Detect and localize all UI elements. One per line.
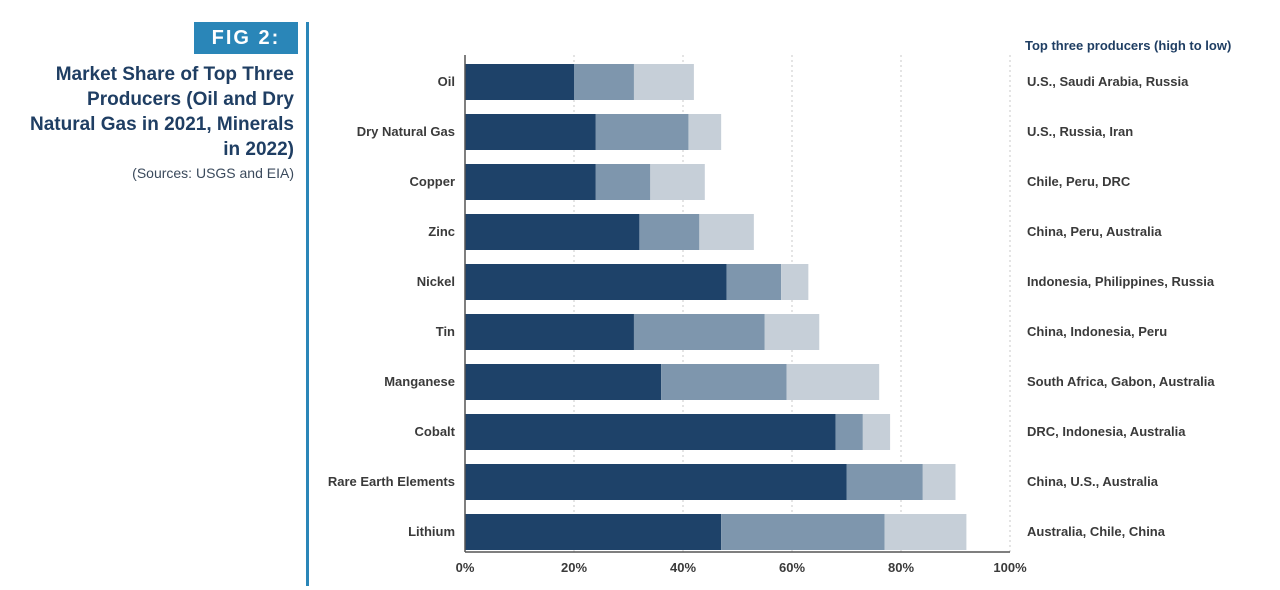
bar-0-segment-2 [574,64,634,100]
producers-label: China, U.S., Australia [1027,474,1159,489]
category-label: Copper [410,174,456,189]
category-label: Nickel [417,274,455,289]
bar-7-segment-3 [862,414,891,450]
category-label: Zinc [428,224,455,239]
bar-2-segment-2 [595,164,651,200]
bar-2-segment-3 [650,164,705,200]
category-label: Lithium [408,524,455,539]
x-tick-label: 20% [561,560,587,575]
producers-label: China, Indonesia, Peru [1027,324,1167,339]
producers-label: South Africa, Gabon, Australia [1027,374,1215,389]
producers-header: Top three producers (high to low) [1025,38,1231,53]
category-label: Tin [436,324,455,339]
bar-5-segment-2 [633,314,765,350]
title-block: Market Share of Top Three Producers (Oil… [20,62,294,182]
bar-5-segment-3 [764,314,820,350]
bar-4-segment-3 [781,264,809,300]
category-label: Manganese [384,374,455,389]
chart-title: Market Share of Top Three Producers (Oil… [29,64,294,160]
bar-7-segment-2 [835,414,863,450]
bar-3-segment-3 [699,214,754,250]
bar-5-segment-1 [465,314,634,350]
bar-3-segment-1 [465,214,640,250]
producers-label: Chile, Peru, DRC [1027,174,1131,189]
bar-1-segment-1 [465,114,596,150]
category-label: Dry Natural Gas [357,124,455,139]
bar-6-segment-3 [786,364,880,400]
x-tick-label: 0% [456,560,475,575]
side-accent-rule [306,22,309,586]
bar-8-segment-2 [846,464,923,500]
producers-label: U.S., Russia, Iran [1027,124,1133,139]
producers-label: Indonesia, Philippines, Russia [1027,274,1215,289]
x-tick-label: 100% [993,560,1027,575]
producers-label: China, Peru, Australia [1027,224,1162,239]
bar-7-segment-1 [465,414,836,450]
bar-6-segment-2 [661,364,787,400]
category-label: Rare Earth Elements [328,474,455,489]
bar-4-segment-1 [465,264,727,300]
bar-8-segment-3 [922,464,956,500]
bar-8-segment-1 [465,464,847,500]
x-tick-label: 80% [888,560,914,575]
bar-2-segment-1 [465,164,596,200]
bar-9-segment-3 [884,514,967,550]
bar-0-segment-3 [633,64,694,100]
bar-3-segment-2 [639,214,700,250]
x-tick-label: 60% [779,560,805,575]
producers-label: Australia, Chile, China [1027,524,1166,539]
bar-9-segment-2 [721,514,885,550]
bar-9-segment-1 [465,514,722,550]
bar-4-segment-2 [726,264,782,300]
bar-0-segment-1 [465,64,574,100]
chart-source: (Sources: USGS and EIA) [132,165,294,181]
bar-1-segment-2 [595,114,689,150]
figure-badge: FIG 2: [194,22,298,54]
bar-1-segment-3 [688,114,722,150]
category-label: Cobalt [415,424,456,439]
producers-label: DRC, Indonesia, Australia [1027,424,1186,439]
category-label: Oil [438,74,455,89]
producers-label: U.S., Saudi Arabia, Russia [1027,74,1189,89]
x-tick-label: 40% [670,560,696,575]
bar-6-segment-1 [465,364,662,400]
